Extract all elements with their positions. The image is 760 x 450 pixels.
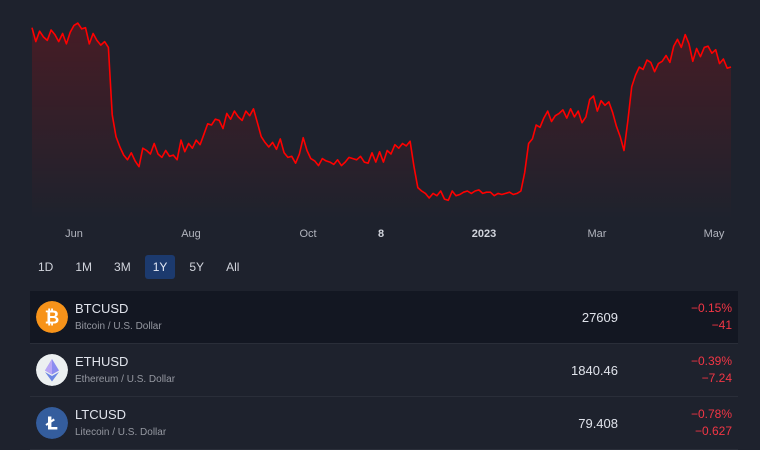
range-tab-1d[interactable]: 1D	[38, 260, 54, 274]
litecoin-icon: Ł	[36, 407, 68, 439]
x-tick-label: Oct	[299, 228, 317, 240]
range-tab-all[interactable]: All	[226, 260, 240, 274]
ticker-change-percent: −0.78%	[690, 407, 732, 421]
ticker-description: Bitcoin / U.S. Dollar	[75, 321, 162, 332]
price-line	[31, 22, 732, 202]
x-tick-label: Mar	[587, 228, 607, 240]
price-area	[32, 23, 731, 220]
svg-text:₿: ₿	[45, 308, 60, 329]
range-tab-1y[interactable]: 1Y	[144, 255, 176, 279]
svg-text:Ł: Ł	[45, 414, 58, 435]
ticker-change: −41	[711, 318, 732, 332]
ticker-change-percent: −0.15%	[690, 301, 732, 315]
range-tab-5y[interactable]: 5Y	[189, 260, 205, 274]
ticker-price: 27609	[581, 310, 618, 325]
range-tab-1m[interactable]: 1M	[75, 260, 93, 274]
x-tick-label: 8	[377, 228, 385, 240]
range-tab-3m[interactable]: 3M	[114, 260, 131, 274]
bitcoin-icon: ₿	[36, 301, 68, 333]
ticker-price: 1840.46	[571, 363, 618, 378]
ticker-list: ₿ BTCUSD Bitcoin / U.S. Dollar 27609 −0.…	[30, 291, 738, 450]
ticker-row-btcusd[interactable]: ₿ BTCUSD Bitcoin / U.S. Dollar 27609 −0.…	[30, 291, 738, 344]
ticker-symbol: LTCUSD	[75, 407, 127, 422]
ticker-change-percent: −0.39%	[690, 354, 732, 368]
ticker-row-ethusd[interactable]: ETHUSD Ethereum / U.S. Dollar 1840.46 −0…	[30, 344, 738, 397]
x-tick-label: Aug	[181, 228, 201, 240]
ticker-row-ltcusd[interactable]: Ł LTCUSD Litecoin / U.S. Dollar 79.408 −…	[30, 397, 738, 450]
ticker-price: 79.408	[578, 416, 618, 431]
time-range-tabs: 1D 1M 3M 1Y 5Y All	[30, 255, 247, 279]
x-tick-label: 2023	[471, 228, 497, 240]
price-chart[interactable]: Jun Aug Oct 8 2023 Mar May	[0, 0, 760, 248]
ticker-symbol: BTCUSD	[75, 301, 129, 316]
ticker-symbol: ETHUSD	[75, 354, 129, 369]
price-chart-canvas	[31, 22, 732, 220]
ethereum-icon	[36, 354, 68, 386]
ticker-description: Ethereum / U.S. Dollar	[75, 374, 176, 385]
ticker-change: −7.24	[701, 371, 732, 385]
x-tick-label: May	[703, 228, 725, 240]
ticker-change: −0.627	[694, 424, 732, 438]
x-tick-label: Jun	[65, 228, 83, 240]
